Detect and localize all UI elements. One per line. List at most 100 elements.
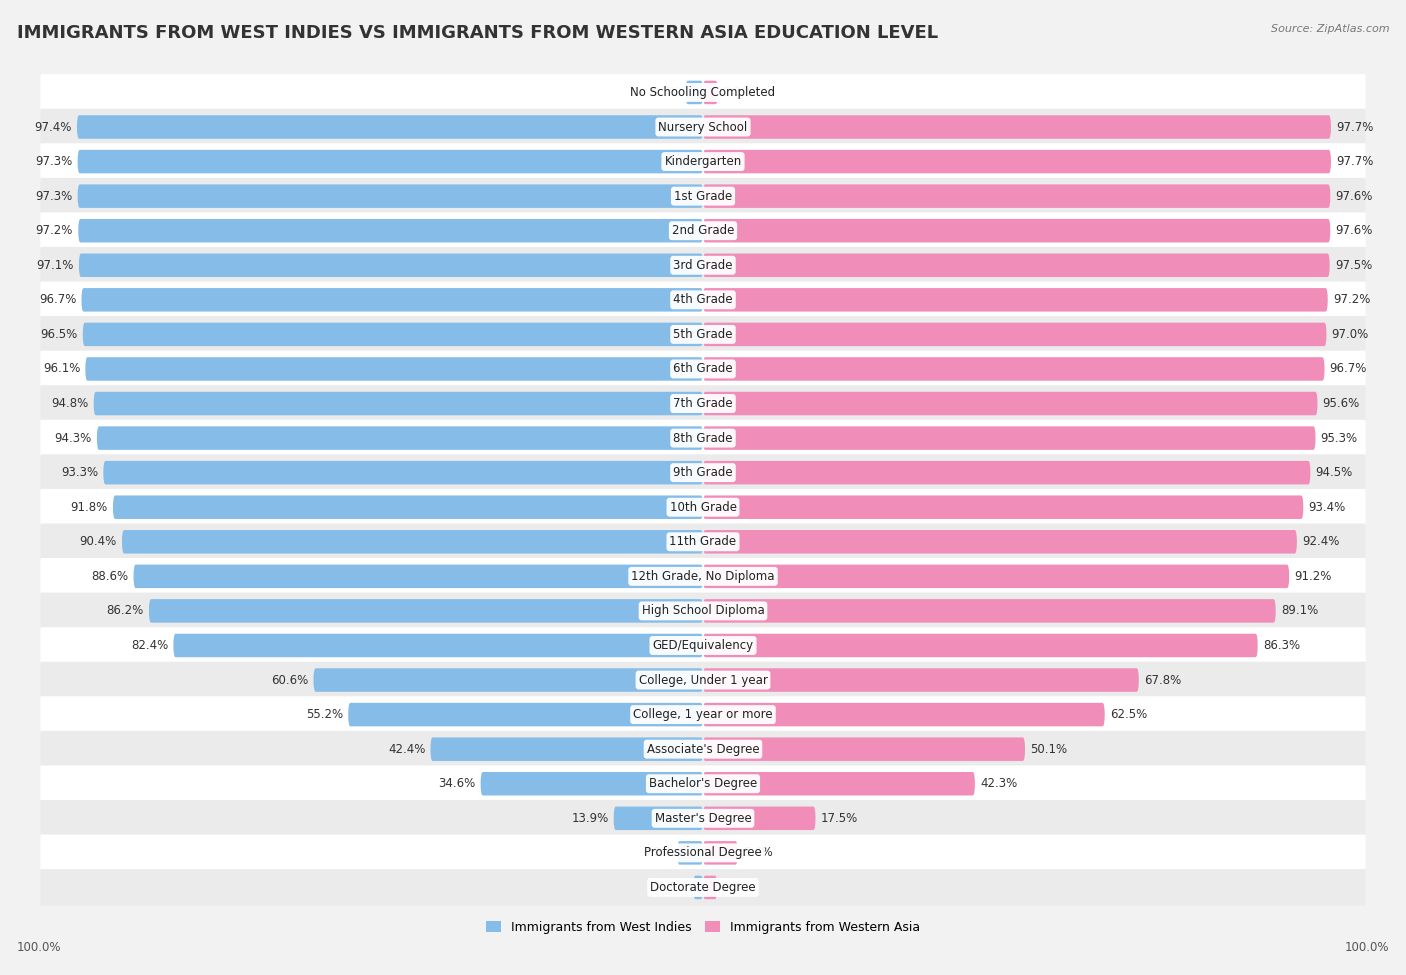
FancyBboxPatch shape bbox=[481, 772, 703, 796]
FancyBboxPatch shape bbox=[703, 184, 1330, 208]
Text: 97.3%: 97.3% bbox=[35, 190, 73, 203]
Text: 97.4%: 97.4% bbox=[35, 121, 72, 134]
FancyBboxPatch shape bbox=[703, 219, 1330, 243]
Text: 2nd Grade: 2nd Grade bbox=[672, 224, 734, 237]
Text: 82.4%: 82.4% bbox=[131, 639, 169, 652]
Text: 9th Grade: 9th Grade bbox=[673, 466, 733, 479]
Text: 60.6%: 60.6% bbox=[271, 674, 308, 686]
FancyBboxPatch shape bbox=[41, 800, 1365, 837]
Text: 4.0%: 4.0% bbox=[643, 846, 672, 859]
Text: 93.4%: 93.4% bbox=[1309, 501, 1346, 514]
Text: Source: ZipAtlas.com: Source: ZipAtlas.com bbox=[1271, 24, 1389, 34]
FancyBboxPatch shape bbox=[41, 524, 1365, 560]
Text: Doctorate Degree: Doctorate Degree bbox=[650, 881, 756, 894]
FancyBboxPatch shape bbox=[41, 247, 1365, 284]
Text: 12th Grade, No Diploma: 12th Grade, No Diploma bbox=[631, 569, 775, 583]
FancyBboxPatch shape bbox=[41, 108, 1365, 145]
Text: Nursery School: Nursery School bbox=[658, 121, 748, 134]
Text: High School Diploma: High School Diploma bbox=[641, 604, 765, 617]
Text: No Schooling Completed: No Schooling Completed bbox=[630, 86, 776, 98]
FancyBboxPatch shape bbox=[86, 357, 703, 380]
FancyBboxPatch shape bbox=[41, 731, 1365, 767]
Text: 94.3%: 94.3% bbox=[55, 432, 91, 445]
Text: 97.6%: 97.6% bbox=[1336, 224, 1372, 237]
FancyBboxPatch shape bbox=[41, 835, 1365, 872]
Text: 86.2%: 86.2% bbox=[107, 604, 143, 617]
FancyBboxPatch shape bbox=[703, 323, 1326, 346]
Text: Bachelor's Degree: Bachelor's Degree bbox=[650, 777, 756, 790]
Text: 2.7%: 2.7% bbox=[651, 86, 681, 98]
FancyBboxPatch shape bbox=[41, 74, 1365, 111]
FancyBboxPatch shape bbox=[703, 530, 1296, 554]
FancyBboxPatch shape bbox=[41, 488, 1365, 526]
FancyBboxPatch shape bbox=[41, 662, 1365, 698]
FancyBboxPatch shape bbox=[82, 288, 703, 312]
Text: 100.0%: 100.0% bbox=[17, 941, 62, 955]
Text: 50.1%: 50.1% bbox=[1031, 743, 1067, 756]
FancyBboxPatch shape bbox=[703, 426, 1316, 449]
FancyBboxPatch shape bbox=[94, 392, 703, 415]
Text: 88.6%: 88.6% bbox=[91, 569, 128, 583]
Text: 2.2%: 2.2% bbox=[723, 881, 752, 894]
Text: 95.3%: 95.3% bbox=[1320, 432, 1358, 445]
Text: 100.0%: 100.0% bbox=[1344, 941, 1389, 955]
Text: 42.4%: 42.4% bbox=[388, 743, 426, 756]
FancyBboxPatch shape bbox=[703, 115, 1331, 138]
Text: 1st Grade: 1st Grade bbox=[673, 190, 733, 203]
Text: 17.5%: 17.5% bbox=[821, 812, 858, 825]
Text: 97.2%: 97.2% bbox=[1333, 293, 1371, 306]
Text: 8th Grade: 8th Grade bbox=[673, 432, 733, 445]
Text: 67.8%: 67.8% bbox=[1144, 674, 1181, 686]
Text: 62.5%: 62.5% bbox=[1109, 708, 1147, 722]
Text: 42.3%: 42.3% bbox=[980, 777, 1018, 790]
Text: 94.5%: 94.5% bbox=[1316, 466, 1353, 479]
Text: Kindergarten: Kindergarten bbox=[665, 155, 741, 168]
Text: 97.6%: 97.6% bbox=[1336, 190, 1372, 203]
FancyBboxPatch shape bbox=[703, 288, 1327, 312]
FancyBboxPatch shape bbox=[41, 593, 1365, 629]
Text: 55.2%: 55.2% bbox=[307, 708, 343, 722]
FancyBboxPatch shape bbox=[703, 565, 1289, 588]
FancyBboxPatch shape bbox=[703, 806, 815, 830]
Text: Associate's Degree: Associate's Degree bbox=[647, 743, 759, 756]
Text: 86.3%: 86.3% bbox=[1263, 639, 1301, 652]
FancyBboxPatch shape bbox=[41, 765, 1365, 802]
Text: 5.4%: 5.4% bbox=[742, 846, 773, 859]
FancyBboxPatch shape bbox=[703, 703, 1105, 726]
Text: 93.3%: 93.3% bbox=[60, 466, 98, 479]
FancyBboxPatch shape bbox=[703, 668, 1139, 692]
Text: 90.4%: 90.4% bbox=[80, 535, 117, 548]
FancyBboxPatch shape bbox=[149, 600, 703, 623]
Text: 6th Grade: 6th Grade bbox=[673, 363, 733, 375]
FancyBboxPatch shape bbox=[686, 81, 703, 104]
FancyBboxPatch shape bbox=[430, 737, 703, 760]
Text: 96.1%: 96.1% bbox=[42, 363, 80, 375]
FancyBboxPatch shape bbox=[41, 316, 1365, 353]
FancyBboxPatch shape bbox=[122, 530, 703, 554]
FancyBboxPatch shape bbox=[112, 495, 703, 519]
FancyBboxPatch shape bbox=[103, 461, 703, 485]
FancyBboxPatch shape bbox=[703, 150, 1331, 174]
Text: 11th Grade: 11th Grade bbox=[669, 535, 737, 548]
Legend: Immigrants from West Indies, Immigrants from Western Asia: Immigrants from West Indies, Immigrants … bbox=[481, 916, 925, 939]
Text: 95.6%: 95.6% bbox=[1323, 397, 1360, 410]
FancyBboxPatch shape bbox=[41, 213, 1365, 249]
FancyBboxPatch shape bbox=[613, 806, 703, 830]
FancyBboxPatch shape bbox=[703, 357, 1324, 380]
FancyBboxPatch shape bbox=[41, 696, 1365, 733]
FancyBboxPatch shape bbox=[97, 426, 703, 449]
Text: 3rd Grade: 3rd Grade bbox=[673, 258, 733, 272]
Text: 4th Grade: 4th Grade bbox=[673, 293, 733, 306]
FancyBboxPatch shape bbox=[77, 115, 703, 138]
Text: 97.5%: 97.5% bbox=[1334, 258, 1372, 272]
FancyBboxPatch shape bbox=[41, 177, 1365, 214]
FancyBboxPatch shape bbox=[703, 600, 1275, 623]
FancyBboxPatch shape bbox=[41, 869, 1365, 906]
FancyBboxPatch shape bbox=[703, 392, 1317, 415]
Text: 96.7%: 96.7% bbox=[1330, 363, 1367, 375]
FancyBboxPatch shape bbox=[703, 254, 1330, 277]
Text: 97.3%: 97.3% bbox=[35, 155, 73, 168]
FancyBboxPatch shape bbox=[703, 737, 1025, 760]
FancyBboxPatch shape bbox=[41, 558, 1365, 595]
FancyBboxPatch shape bbox=[41, 385, 1365, 422]
